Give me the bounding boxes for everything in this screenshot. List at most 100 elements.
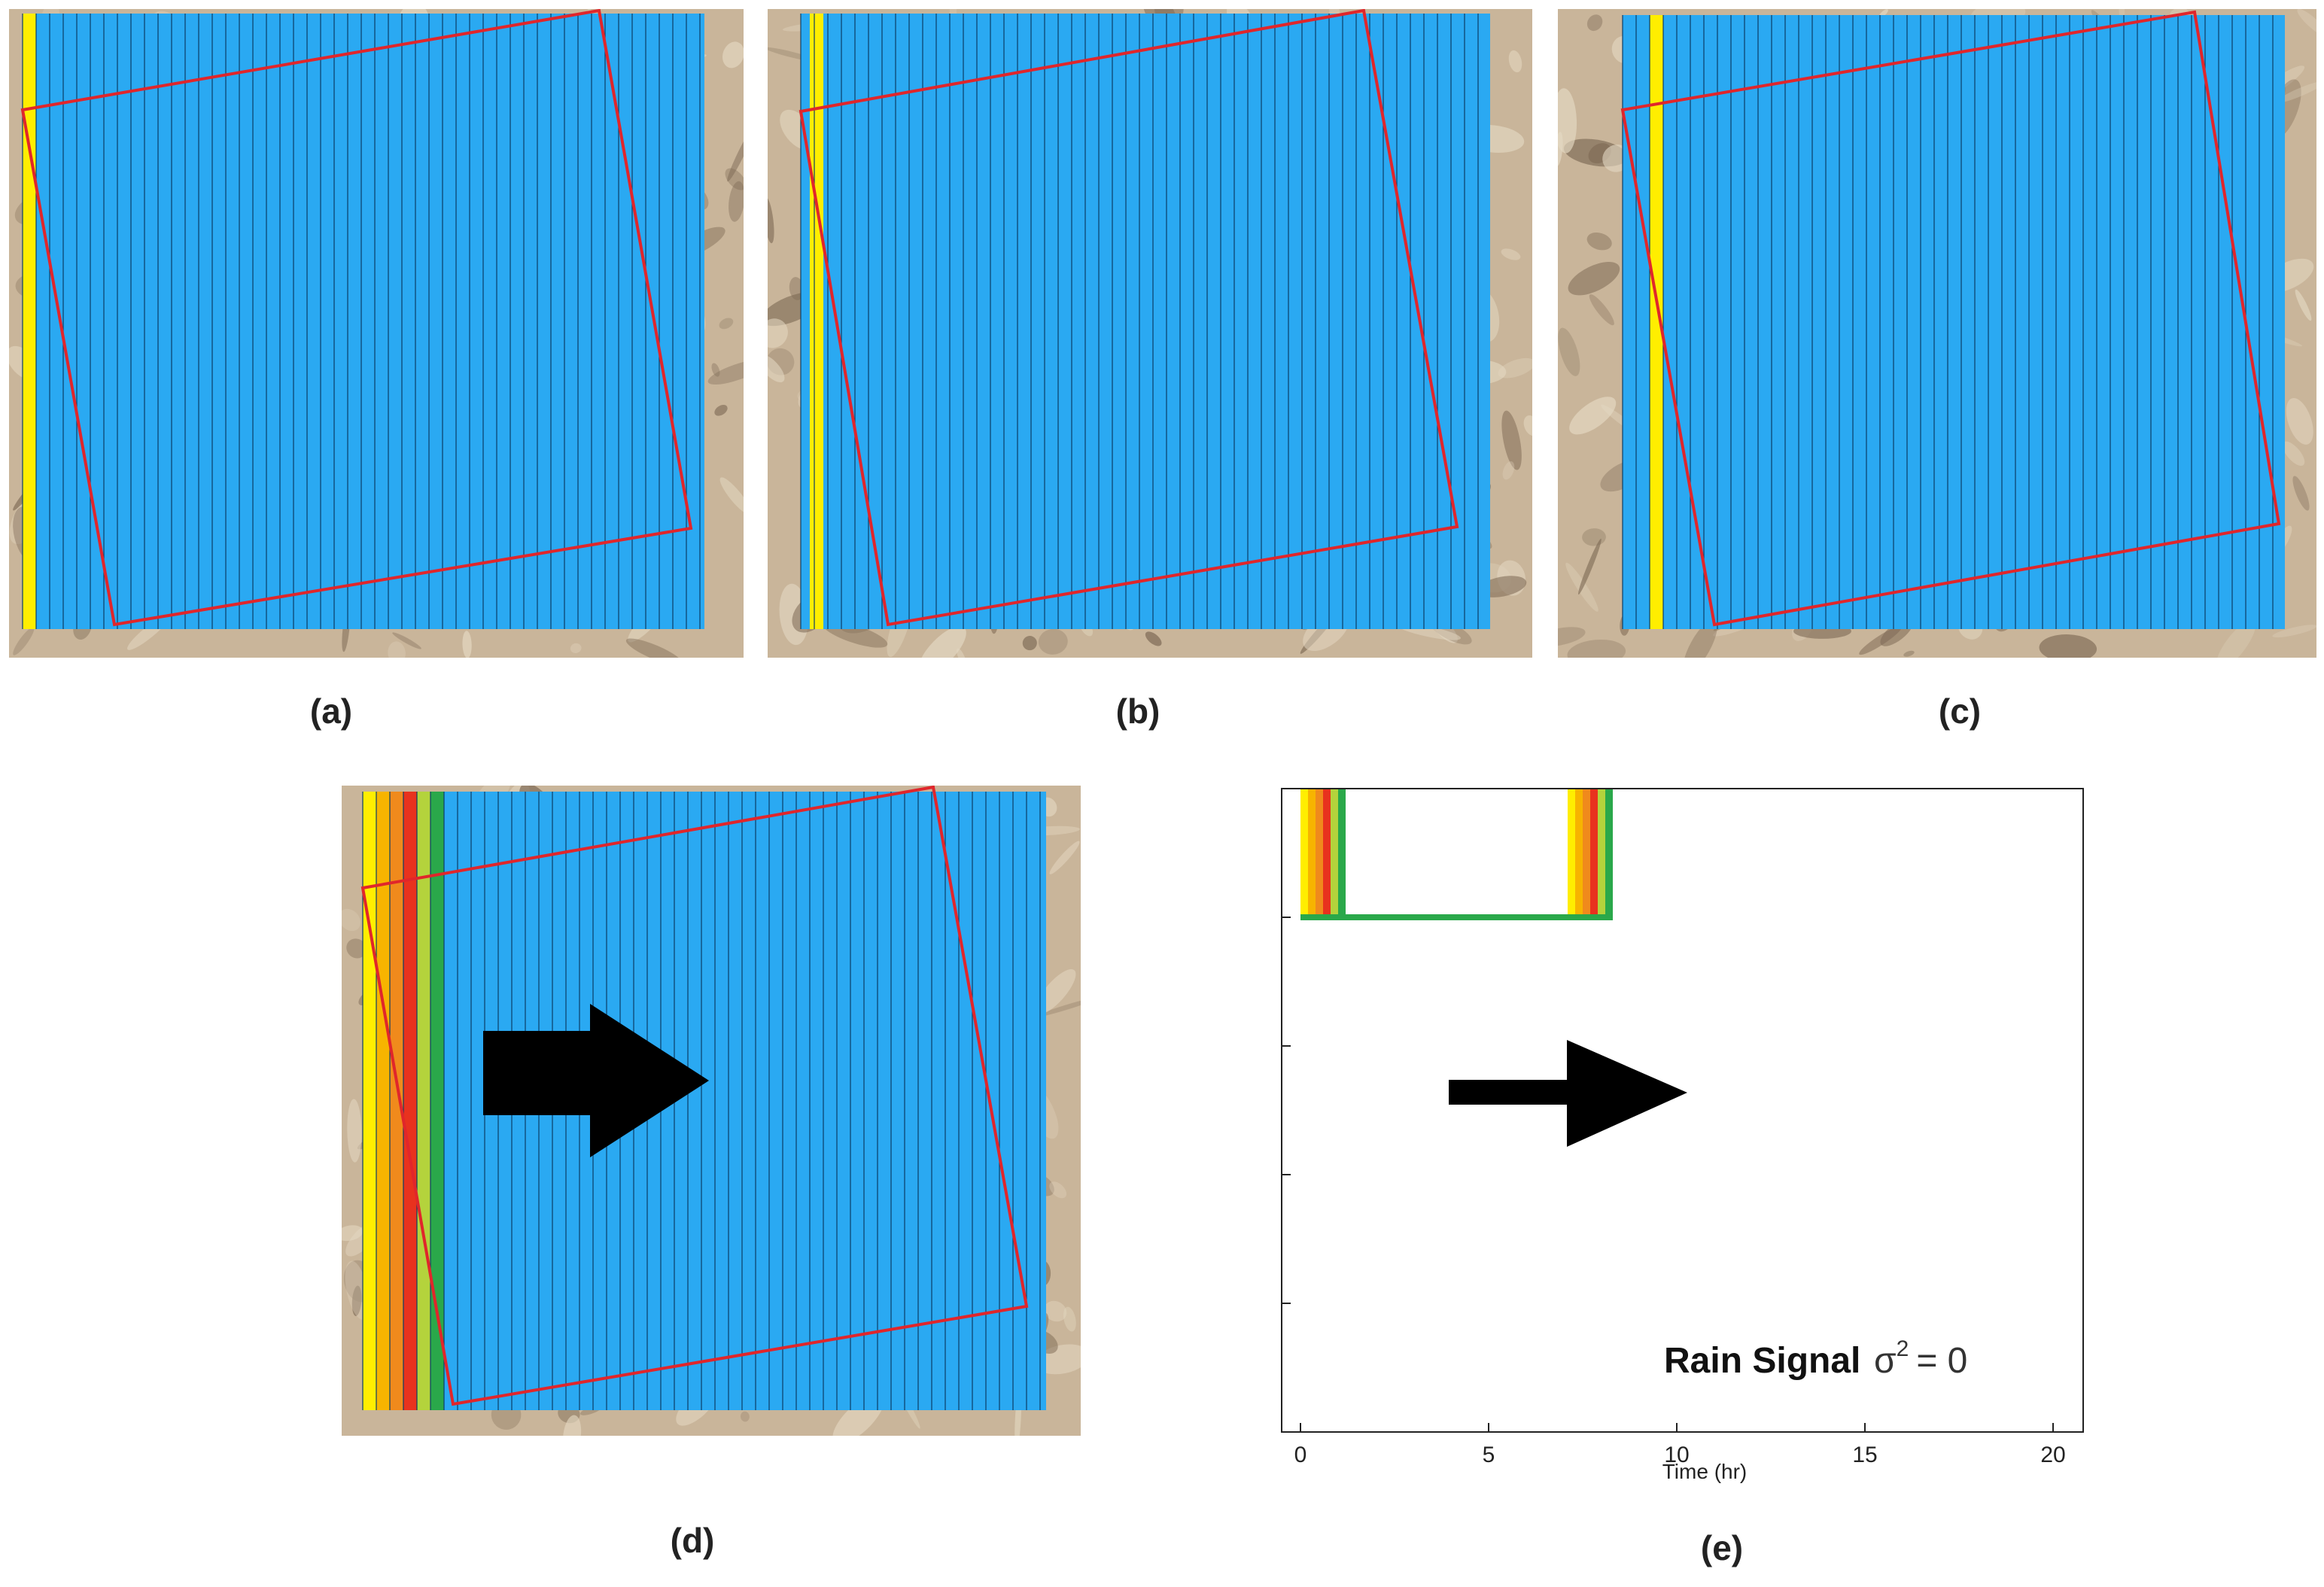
storm-stripe-lime: [417, 792, 430, 1410]
grid-area: [1623, 15, 2285, 629]
caption-e: (e): [1700, 1528, 1744, 1567]
terrain-patch: [768, 196, 774, 244]
terrain-patch: [1558, 627, 1586, 646]
panel-b: [768, 9, 1532, 658]
rain-pulse-2-stripe-orange: [1583, 789, 1590, 917]
terrain-patch: [342, 1225, 364, 1242]
terrain-patch: [2216, 619, 2256, 658]
terrain-patch: [2286, 397, 2313, 445]
map-grid-d: [342, 786, 1081, 1436]
storm-stripe-yellow: [810, 14, 823, 629]
terrain-patch: [2277, 81, 2316, 103]
terrain-patch: [1501, 410, 1522, 470]
terrain-patch: [1558, 132, 1563, 166]
terrain-patch: [1145, 631, 1162, 646]
storm-stripe-green: [430, 792, 444, 1410]
storm-direction-arrow: [483, 1004, 709, 1157]
terrain-patch: [2272, 625, 2316, 638]
terrain-patch: [1498, 357, 1532, 379]
watershed-footprint: [798, 9, 1459, 627]
rain-signal-label: Rain Signal: [1664, 1341, 1860, 1381]
map-grid-b: [768, 9, 1532, 658]
map-grid-a: [9, 9, 744, 658]
terrain-patch: [1038, 628, 1068, 655]
terrain-patch: [1022, 636, 1037, 651]
terrain-patch: [1501, 248, 1521, 260]
catchment-grid: [800, 14, 1490, 629]
x-axis-title: Time (hr): [1662, 1460, 1748, 1483]
terrain-patch: [1589, 294, 1614, 326]
terrain-patch: [1568, 262, 1620, 296]
terrain-patch: [1558, 327, 1580, 376]
terrain-patch: [1578, 538, 1602, 595]
terrain-patch: [1586, 14, 1603, 32]
sigma-value: = 0: [1916, 1341, 1967, 1381]
terrain-patch: [625, 638, 683, 658]
caption-a: (a): [309, 692, 353, 731]
terrain-patch: [1035, 998, 1081, 1017]
terrain-patch: [1063, 1306, 1076, 1332]
terrain-patch: [2295, 289, 2312, 321]
time-direction-arrow: [1449, 1040, 1687, 1147]
terrain-patch: [918, 626, 966, 658]
terrain-patch: [2297, 9, 2316, 37]
panel-a: [9, 9, 744, 658]
terrain-patch: [1502, 461, 1515, 480]
rain-pulse-1-stripe-yellow: [1300, 789, 1308, 917]
terrain-patch: [388, 641, 406, 658]
sigma-label: σ2 = 0: [1874, 1336, 1967, 1381]
panel-d: [342, 786, 1081, 1436]
storm-stripe-yellow: [1650, 15, 1663, 629]
x-tick-label: 20: [2040, 1443, 2065, 1467]
terrain-patch: [768, 354, 785, 383]
terrain-patch: [740, 1411, 750, 1422]
storm-stripe-orange: [390, 792, 403, 1410]
rain-pulse-2-stripe-green: [1605, 789, 1613, 917]
rain-pulse-2-stripe-red: [1590, 789, 1598, 917]
sigma-symbol: σ: [1874, 1341, 1897, 1381]
storm-stripe-amber: [376, 792, 390, 1410]
terrain-patch: [719, 477, 744, 515]
watershed-footprint: [1620, 10, 2281, 627]
terrain-patch: [342, 908, 361, 932]
terrain-patch: [351, 1285, 362, 1316]
x-tick-label: 10: [1664, 1443, 1689, 1467]
x-tick-label: 15: [1852, 1443, 1877, 1467]
caption-b: (b): [1115, 692, 1160, 731]
terrain-patch: [2282, 441, 2305, 467]
grid-area: [23, 14, 704, 629]
terrain-patch: [1586, 232, 1612, 251]
terrain-patch: [957, 648, 966, 658]
terrain-patch: [1049, 1181, 1067, 1199]
terrain-patch: [392, 632, 421, 649]
rain-pulse-1-stripe-green: [1338, 789, 1346, 917]
terrain-patch: [714, 405, 728, 416]
terrain-patch: [1903, 650, 1915, 657]
rain-pulse-1-stripe-amber: [1308, 789, 1316, 917]
plot-frame: [1281, 788, 2084, 1433]
rain-pulse-1-stripe-lime: [1331, 789, 1338, 917]
terrain-patch: [462, 631, 472, 658]
terrain-patch: [707, 359, 744, 385]
storm-stripe-yellow: [23, 14, 36, 629]
terrain-patch: [725, 168, 744, 190]
panel-c: [1558, 9, 2316, 658]
rain-pulse-1-stripe-orange: [1316, 789, 1323, 917]
catchment-grid: [22, 14, 704, 629]
terrain-patch: [722, 41, 744, 68]
terrain-patch: [570, 643, 582, 653]
rain-pulse-2-stripe-amber: [1575, 789, 1583, 917]
grid-area: [801, 14, 1490, 629]
terrain-patch: [768, 318, 788, 348]
terrain-patch: [1569, 397, 1617, 435]
terrain-patch: [1049, 841, 1080, 874]
terrain-patch: [346, 938, 367, 959]
storm-stripe-red: [403, 792, 417, 1410]
terrain-patch: [563, 1415, 582, 1436]
caption-c: (c): [1938, 692, 1982, 731]
terrain-patch: [1044, 1300, 1067, 1322]
grid-area: [363, 792, 1046, 1410]
terrain-patch: [1523, 415, 1532, 436]
chart-svg: 0510152001020304050Time (hr)Rain (mm/h) …: [1208, 783, 2084, 1483]
terrain-patch: [347, 1099, 362, 1163]
